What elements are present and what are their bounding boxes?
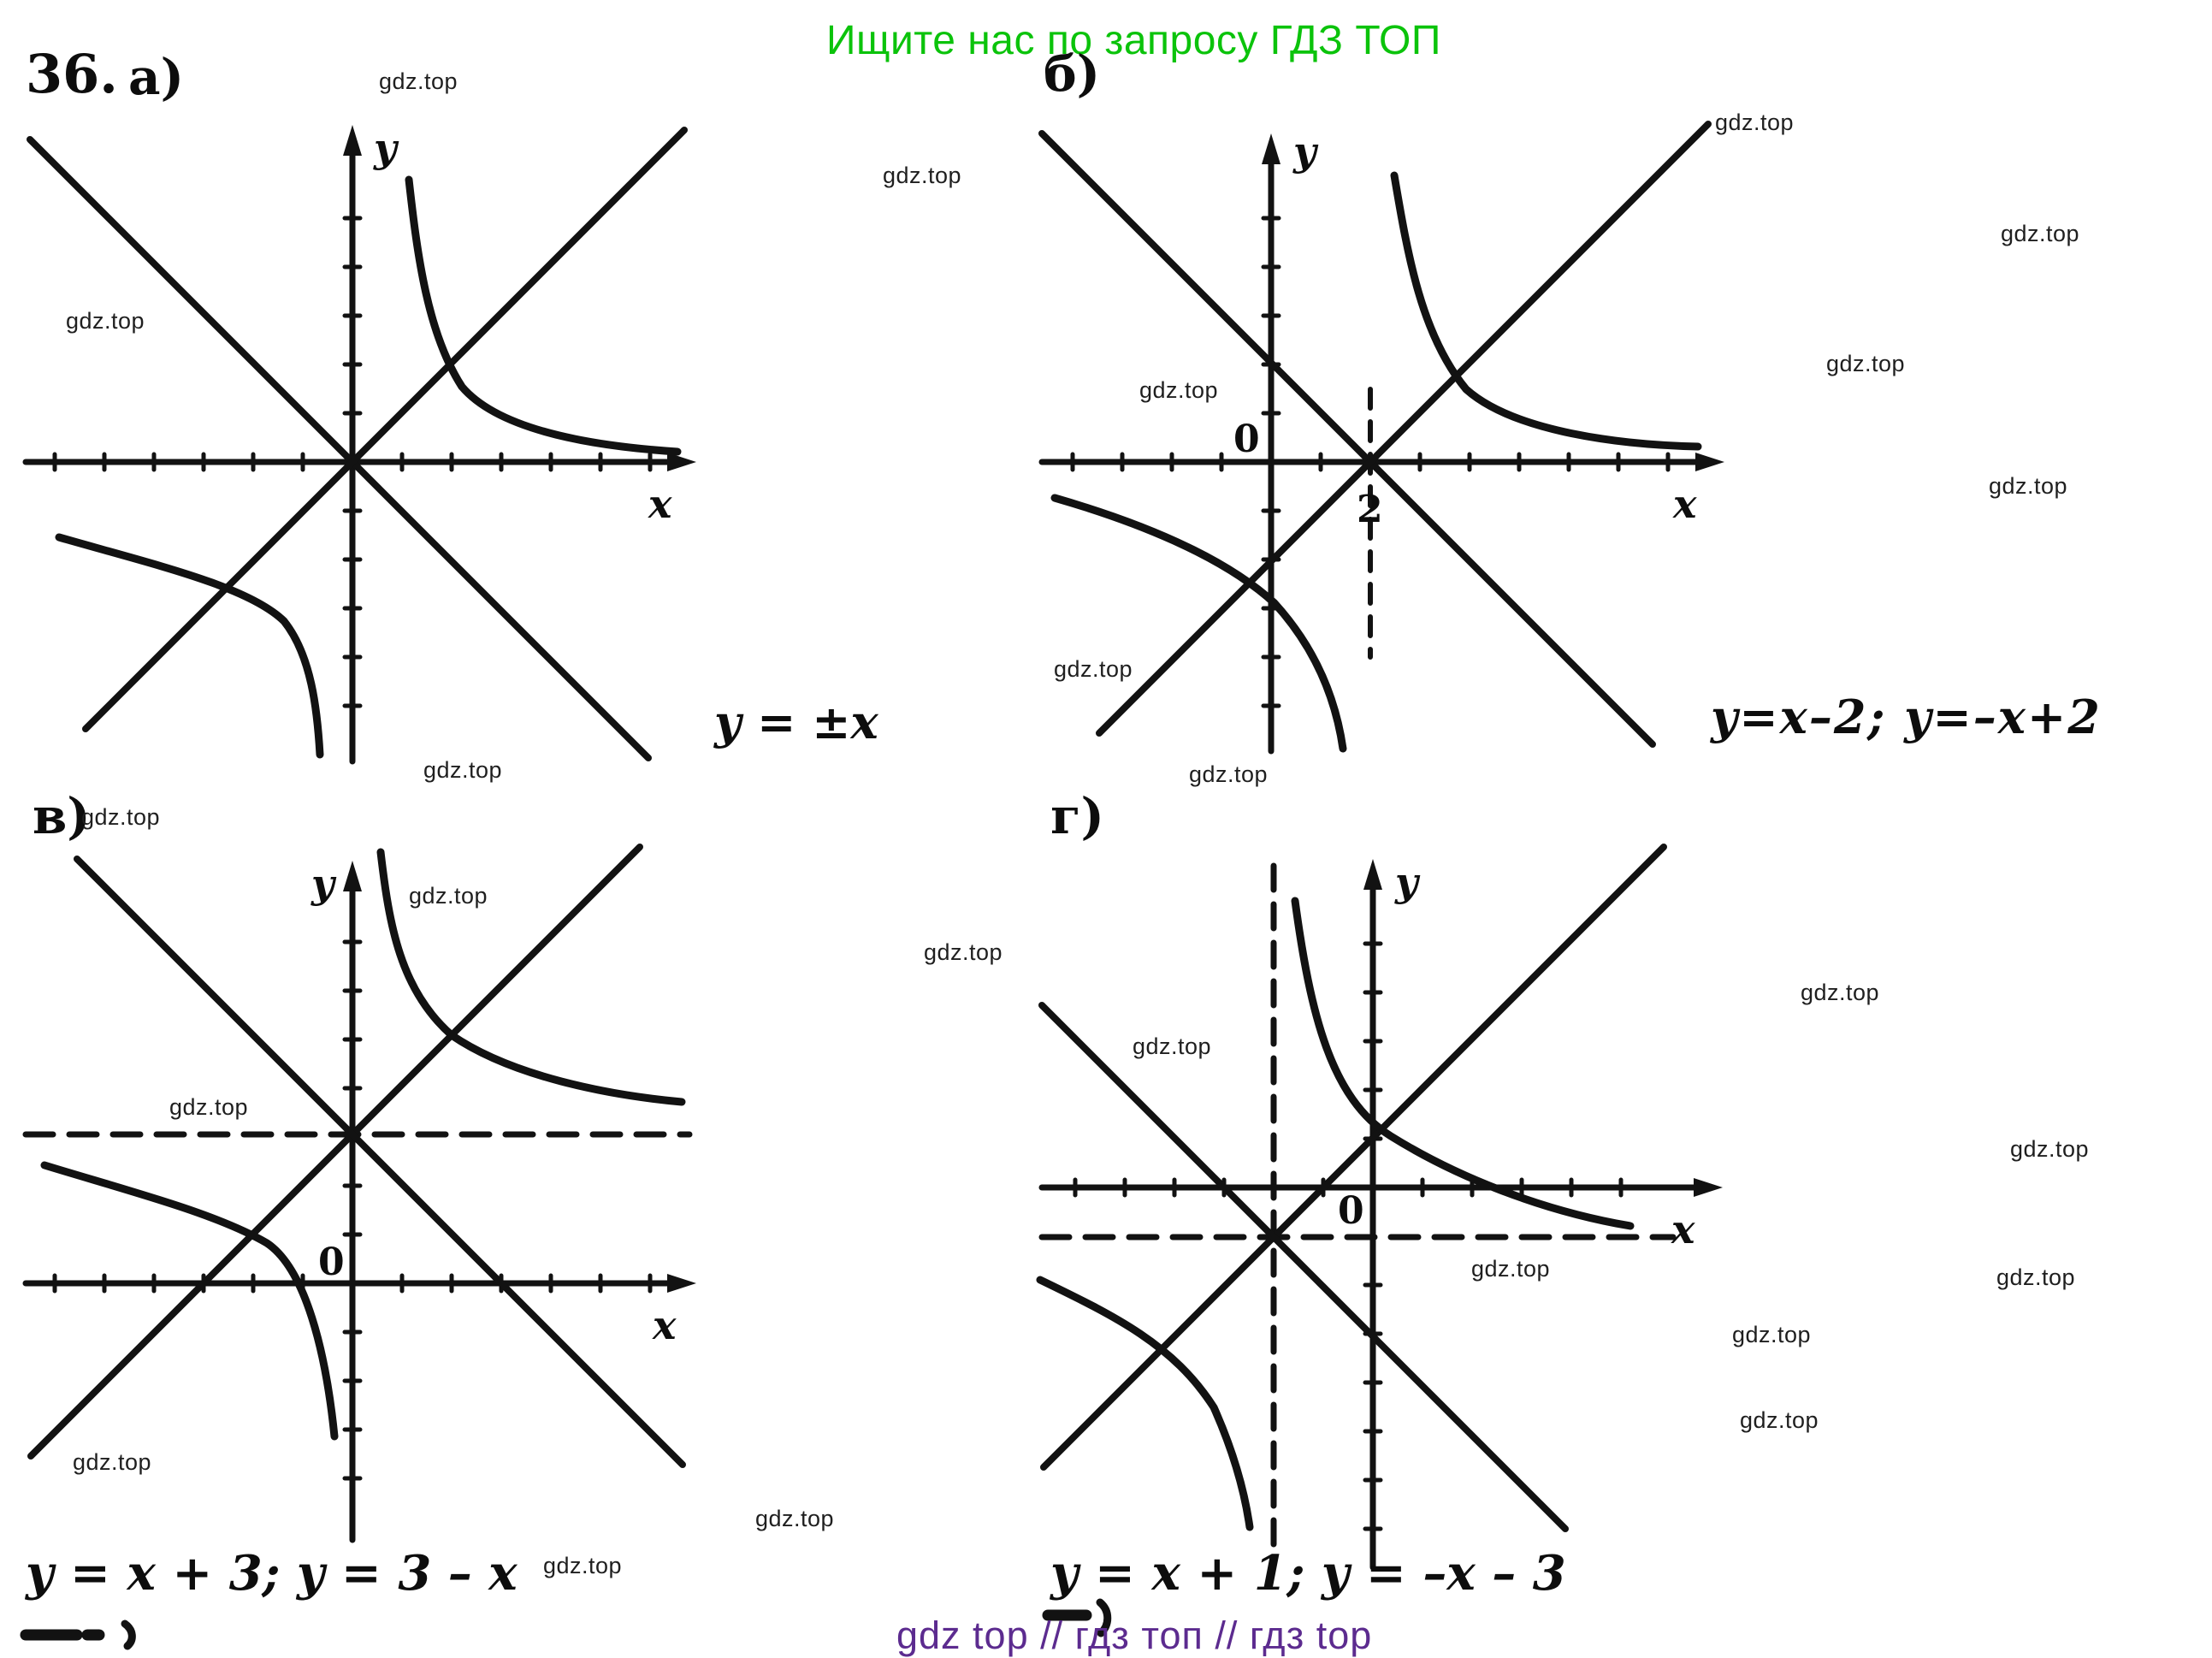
graph-a-hyperbola-q1	[405, 175, 682, 456]
graph-b-hyperbola-right	[1390, 171, 1702, 451]
graph-g-line-ascending	[1040, 844, 1667, 1471]
graph-g-x-axis-label: x	[1671, 1206, 1695, 1252]
panel-label-g: г)	[1050, 787, 1104, 845]
watermark: gdz.top	[1054, 656, 1133, 682]
watermark: gdz.top	[1996, 1264, 2076, 1290]
graph-g-y-arrow-icon	[1363, 859, 1382, 890]
watermark: gdz.top	[66, 308, 145, 334]
site-header-text: Ищите нас по запросу ГДЗ ТОП	[826, 18, 1441, 63]
watermark: gdz.top	[409, 883, 488, 909]
watermark: gdz.top	[423, 757, 503, 783]
site-footer-text: gdz top // гдз топ // гдз top	[896, 1614, 1373, 1657]
graph-b-x-arrow-icon	[1695, 453, 1724, 471]
watermark: gdz.top	[755, 1506, 835, 1531]
watermark: gdz.top	[73, 1449, 152, 1475]
watermark: gdz.top	[1740, 1407, 1819, 1433]
graph-a-y-ticks	[342, 216, 363, 708]
equation-a: y = ±x	[714, 695, 878, 749]
graph-v-x-arrow-icon	[667, 1274, 696, 1293]
graph-v-x-axis-label: x	[653, 1302, 677, 1348]
panel-label-a: а)	[128, 48, 185, 106]
watermark: gdz.top	[169, 1094, 249, 1120]
watermark: gdz.top	[1471, 1256, 1551, 1282]
graph-v	[22, 844, 696, 1543]
watermark: gdz.top	[924, 939, 1003, 965]
graph-a-x-axis-label: x	[648, 481, 672, 527]
equation-v: y = x + 3; y = 3 – x	[26, 1545, 518, 1602]
cropped-glyph-fragment	[1096, 1598, 1112, 1637]
graph-a-line-ascending	[82, 127, 688, 732]
graph-a	[22, 125, 696, 765]
graph-g-x-arrow-icon	[1694, 1178, 1723, 1197]
graph-g-hyperbola-right	[1291, 897, 1635, 1230]
panel-label-b: б)	[1044, 44, 1101, 103]
watermark: gdz.top	[379, 68, 458, 94]
graph-a-y-axis-label: y	[374, 125, 397, 171]
watermark: gdz.top	[543, 1553, 623, 1578]
graph-b-origin-label: 0	[1233, 417, 1260, 461]
watermark: gdz.top	[883, 163, 962, 188]
graph-v-y-arrow-icon	[343, 861, 362, 891]
graph-b	[1038, 121, 1724, 755]
equation-b: y=x–2; y=–x+2	[1711, 690, 2102, 744]
watermark: gdz.top	[2001, 221, 2080, 246]
watermark: gdz.top	[1715, 110, 1795, 135]
graph-a-x-ticks	[52, 452, 653, 472]
graph-v-y-axis-label: y	[311, 861, 334, 907]
graph-a-line-descending	[27, 136, 652, 761]
cropped-next-row-fragments	[20, 1598, 1112, 1650]
graph-a-y-arrow-icon	[343, 125, 362, 156]
graph-v-line-ascending	[27, 844, 643, 1460]
graph-v-hyperbola-lower	[40, 1161, 339, 1441]
graph-g	[1036, 844, 1723, 1571]
panel-label-v: в)	[33, 787, 91, 845]
graph-g-y-axis-label: y	[1395, 859, 1418, 905]
watermark: gdz.top	[1189, 761, 1269, 787]
graph-b-line-descending	[1038, 130, 1656, 748]
watermark: gdz.top	[1139, 377, 1219, 403]
watermark: gdz.top	[1801, 980, 1880, 1005]
graph-v-line-descending	[74, 856, 686, 1468]
graph-a-x-arrow-icon	[667, 453, 696, 471]
watermark: gdz.top	[1989, 473, 2068, 499]
graph-b-intercept-label: 2	[1357, 488, 1383, 531]
graph-v-origin-label: 0	[318, 1241, 345, 1284]
graph-b-line-ascending	[1096, 121, 1712, 737]
watermark: gdz.top	[1732, 1322, 1812, 1347]
graph-v-hyperbola-upper	[376, 848, 686, 1106]
watermark: gdz.top	[2010, 1136, 2090, 1162]
graph-v-y-ticks	[342, 939, 363, 1481]
graph-b-y-arrow-icon	[1262, 133, 1280, 164]
problem-number: 36.	[26, 43, 118, 105]
equation-g: y = x + 1; y = –x – 3	[1050, 1545, 1566, 1602]
graph-b-x-ticks	[1070, 452, 1671, 472]
cropped-glyph-fragment	[121, 1620, 136, 1650]
graph-b-x-axis-label: x	[1673, 481, 1697, 527]
graph-g-origin-label: 0	[1338, 1189, 1364, 1233]
graph-g-hyperbola-left	[1036, 1276, 1254, 1531]
watermark: gdz.top	[1133, 1033, 1212, 1059]
graph-a-hyperbola-q3	[55, 533, 324, 759]
watermark: gdz.top	[81, 804, 161, 830]
watermark: gdz.top	[1826, 351, 1906, 376]
graph-b-hyperbola-left	[1050, 494, 1347, 753]
graph-b-y-axis-label: y	[1293, 128, 1316, 175]
graph-g-line-descending	[1038, 1002, 1569, 1532]
